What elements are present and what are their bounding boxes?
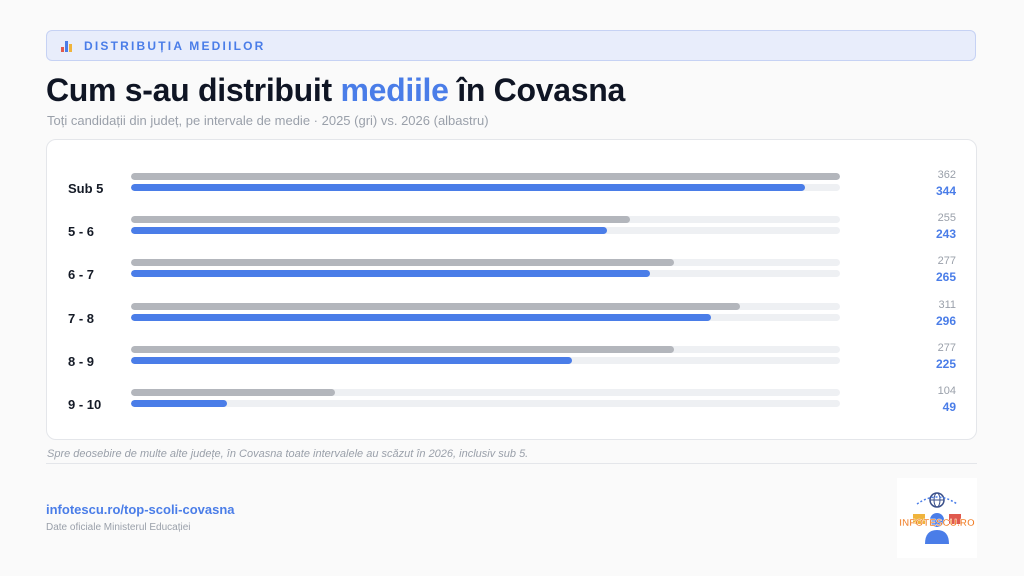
bar-2025 xyxy=(131,389,335,396)
chart-row-6-7: 6 - 7 277 265 xyxy=(47,255,976,299)
logo-text: INFOTESCU.RO xyxy=(899,518,975,529)
value-label-2025: 277 xyxy=(937,341,956,354)
bar-2026 xyxy=(131,356,572,364)
value-label-2025: 362 xyxy=(937,169,956,181)
chart-row-sub-5: Sub 5 362 344 xyxy=(47,169,976,213)
chart-row-9-10: 9 - 10 104 49 xyxy=(47,385,976,429)
category-label: 5 - 6 xyxy=(68,224,95,240)
bar-2025 xyxy=(131,173,840,180)
value-label-2025: 311 xyxy=(938,298,956,311)
chart-row-5-6: 5 - 6 255 243 xyxy=(47,212,976,256)
infotescu-logo: INFOTESCU.RO xyxy=(897,478,977,558)
bar-track-2025 xyxy=(131,302,840,310)
value-label-2025: 277 xyxy=(937,255,956,268)
bar-track-2025 xyxy=(131,216,840,224)
chart-row-7-8: 7 - 8 311 296 xyxy=(47,299,976,343)
value-label-2026: 344 xyxy=(935,184,956,198)
title-accent: mediile xyxy=(340,72,449,108)
bar-2026 xyxy=(131,184,805,191)
bar-2026 xyxy=(131,313,711,321)
bar-track-2026 xyxy=(131,356,840,364)
category-label: 9 - 10 xyxy=(68,397,102,412)
footer-source: Date oficiale Ministerul Educației xyxy=(46,522,191,533)
bar-track-2025 xyxy=(131,389,840,396)
value-label-2026: 296 xyxy=(935,313,956,328)
bar-2026 xyxy=(131,270,651,278)
chart-card: Sub 5 362 344 5 - 6 255 243 6 - 7 277 265 7 - 8 31… xyxy=(46,139,977,440)
title-part-2: în Covasna xyxy=(448,72,625,108)
section-tag-label: DISTRIBUȚIA MEDIILOR xyxy=(84,38,266,53)
bar-track-2026 xyxy=(131,227,840,235)
title-part-1: Cum s-au distribuit xyxy=(46,72,341,108)
bar-2025 xyxy=(131,216,631,224)
bar-track-2026 xyxy=(131,184,840,191)
bar-2025 xyxy=(131,259,674,267)
page-subtitle: Toți candidații din județ, pe intervale … xyxy=(47,113,489,128)
section-tag: DISTRIBUȚIA MEDIILOR xyxy=(46,30,976,61)
logo-graphic: INFOTESCU.RO xyxy=(899,492,975,544)
value-label-2026: 49 xyxy=(942,400,956,414)
value-label-2026: 265 xyxy=(935,270,956,285)
bar-track-2025 xyxy=(131,173,840,180)
bar-track-2026 xyxy=(131,400,840,407)
category-label: 6 - 7 xyxy=(68,267,95,283)
footer-link[interactable]: infotescu.ro/top-scoli-covasna xyxy=(46,502,235,517)
bar-track-2025 xyxy=(131,259,840,267)
chart-note: Spre deosebire de multe alte județe, în … xyxy=(47,448,529,460)
value-label-2026: 243 xyxy=(935,227,956,242)
category-label: 8 - 9 xyxy=(68,353,95,369)
footer-divider xyxy=(46,463,977,464)
bar-2025 xyxy=(131,345,674,353)
category-label: 7 - 8 xyxy=(68,310,95,326)
value-label-2025: 255 xyxy=(937,212,956,225)
bar-2025 xyxy=(131,302,741,310)
category-label: Sub 5 xyxy=(68,181,104,196)
chart-row-8-9: 8 - 9 277 225 xyxy=(47,342,976,386)
page-title: Cum s-au distribuit mediile în Covasna xyxy=(46,72,625,109)
bar-track-2026 xyxy=(131,270,840,278)
bar-2026 xyxy=(131,227,607,235)
bar-track-2025 xyxy=(131,345,840,353)
value-label-2026: 225 xyxy=(935,356,956,371)
value-label-2025: 104 xyxy=(937,385,956,397)
bar-2026 xyxy=(131,400,227,407)
bar-track-2026 xyxy=(131,313,840,321)
bar-chart-icon xyxy=(61,40,75,52)
